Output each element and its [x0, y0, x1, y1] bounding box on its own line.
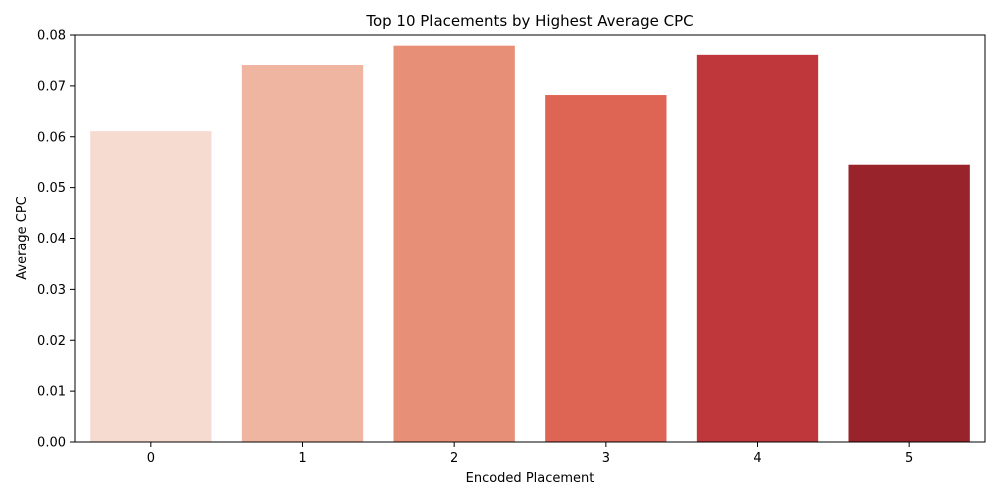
y-tick-label: 0.03 — [37, 283, 66, 298]
bar-3 — [545, 95, 667, 442]
y-tick-label: 0.01 — [37, 385, 66, 400]
x-tick-label: 3 — [602, 451, 610, 466]
y-tick-label: 0.08 — [37, 29, 66, 44]
y-tick-label: 0.00 — [37, 436, 66, 451]
x-axis-label: Encoded Placement — [466, 471, 595, 486]
x-tick-label: 1 — [298, 451, 306, 466]
bar-5 — [848, 164, 970, 442]
x-tick-label: 4 — [753, 451, 761, 466]
bar-1 — [241, 65, 364, 443]
x-tick-label: 2 — [450, 451, 458, 466]
x-tick-label: 0 — [147, 451, 155, 466]
x-axis: 0 1 2 3 4 5 — [147, 442, 913, 466]
y-tick-label: 0.06 — [37, 130, 66, 145]
chart-title: Top 10 Placements by Highest Average CPC — [365, 12, 693, 30]
plot-frame — [74, 34, 986, 443]
bars-group — [90, 45, 970, 443]
y-tick-label: 0.05 — [37, 181, 66, 196]
y-tick-label: 0.02 — [37, 334, 66, 349]
bar-0 — [90, 131, 212, 442]
bar-4 — [696, 54, 819, 443]
y-tick-label: 0.04 — [37, 232, 66, 247]
bar-2 — [393, 45, 515, 443]
x-tick-label: 5 — [905, 451, 913, 466]
y-axis: 0.00 0.01 0.02 0.03 0.04 0.05 0.06 0.07 0.08 — [37, 29, 75, 451]
y-tick-label: 0.07 — [37, 79, 66, 94]
y-axis-label: Average CPC — [15, 196, 30, 280]
